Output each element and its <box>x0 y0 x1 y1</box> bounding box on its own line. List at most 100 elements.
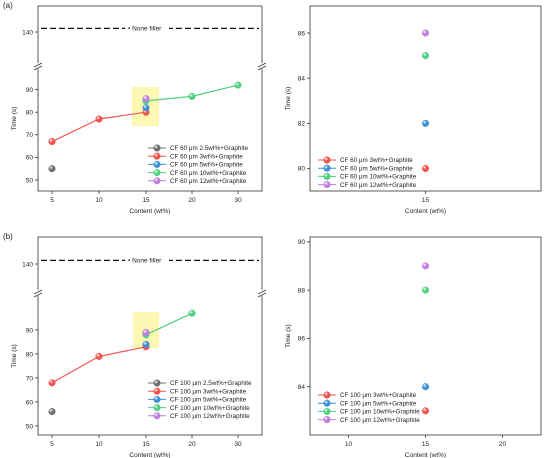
panel-b-zoom-panel: 10 15 20 84 86 88 90 Content (wt%) Time (s) CF 10… <box>285 236 542 458</box>
panel-b-legend-marker-cf-100-m-2-5wt-graphite <box>153 379 161 387</box>
panel-b-axis-break-mark <box>33 289 43 295</box>
panel-b-xtick-label: 20 <box>188 441 196 448</box>
panel-a-legend-label-cf-60-m-5wt-graphite: CF 60 μm 5wt%+Graphite <box>170 162 243 169</box>
panel-b-ytick-label: 50 <box>26 423 34 430</box>
panel-b-legend-label-cf-100-m-3wt-graphite: CF 100 μm 3wt%+Graphite <box>170 388 247 395</box>
panel-a-xtick-label: 20 <box>188 197 196 204</box>
panel-b-zoom-ytick-label: 90 <box>298 239 306 246</box>
panel-b-ytick-label: 140 <box>22 261 33 268</box>
panel-a-xtick-label: 10 <box>95 197 103 204</box>
panel-a-zoom-point-cf-60-m-10wt-graphite <box>421 52 430 60</box>
panel-a-zoom-ytick-label: 82 <box>298 121 306 128</box>
panel-b-zoom-legend-marker-cf-100-m-10wt-graphite <box>323 407 331 415</box>
panel-a-axis-break-mark <box>257 62 267 68</box>
panel-a-legend-label-cf-60-m-3wt-graphite: CF 60 μm 3wt%+Graphite <box>170 153 243 160</box>
panel-a-ytick-label: 140 <box>22 29 33 36</box>
panel-b-zoom-xtick-label: 20 <box>499 441 507 448</box>
panel-b-ytick-label: 90 <box>26 327 34 334</box>
panel-a-zoom-legend-label-cf-60-m-5wt-graphite: CF 60 μm 5wt%+Graphite <box>340 165 413 172</box>
panel-a-legend-marker-cf-60-m-12wt-graphite <box>153 177 161 185</box>
panel-b-zoom-plot-frame <box>309 236 542 436</box>
panel-b-reference-label: • None filler <box>128 258 162 265</box>
panel-b-ytick-label: 80 <box>26 351 34 358</box>
panel-a-point-cf-60-m-10wt-graphite <box>188 92 196 100</box>
panel-b-zoom-legend-label-cf-100-m-5wt-graphite: CF 100 μm 5wt%+Graphite <box>340 400 417 407</box>
panel-b-axis-break-gap <box>258 290 266 296</box>
panel-a-legend-marker-cf-60-m-5wt-graphite <box>153 160 161 168</box>
panel-a-zoom-legend-label-cf-60-m-3wt-graphite: CF 60 μm 3wt%+Graphite <box>340 157 413 164</box>
panel-b-point-cf-100-m-3wt-graphite <box>95 352 103 360</box>
panel-b-ytick-label: 70 <box>26 375 34 382</box>
panel-a-legend-marker-cf-60-m-3wt-graphite <box>153 152 161 160</box>
panel-a-ytick-label: 90 <box>26 87 34 94</box>
panel-a-ytick-label: 50 <box>26 177 34 184</box>
panel-b-legend-label-cf-100-m-5wt-graphite: CF 100 μm 5wt%+Graphite <box>170 397 247 404</box>
panel-a-xtick-label: 30 <box>234 197 242 204</box>
panel-b-xtick-label: 30 <box>234 441 242 448</box>
panel-b-zoom-legend-marker-cf-100-m-5wt-graphite <box>323 399 331 407</box>
panel-b-ytick-label: 60 <box>26 399 34 406</box>
panel-a-legend-marker-cf-60-m-2-5wt-graphite <box>153 144 161 152</box>
panel-b-legend-marker-cf-100-m-5wt-graphite <box>153 395 161 403</box>
panel-b-point-cf-100-m-10wt-graphite <box>188 309 196 317</box>
panel-b-legend-label-cf-100-m-2-5wt-graphite: CF 100 μm 2.5wt%+Graphite <box>170 380 252 387</box>
panel-a-zoom-point-cf-60-m-5wt-graphite <box>421 119 430 127</box>
panel-b-zoom-legend-label-cf-100-m-3wt-graphite: CF 100 μm 3wt%+Graphite <box>340 392 417 399</box>
panel-a-zoom-ytick-label: 80 <box>298 166 306 173</box>
panel-a-axis-break-mark <box>33 65 43 71</box>
panel-a-reference-label-bg <box>125 23 169 33</box>
panel-a-zoom-legend-label-cf-60-m-12wt-graphite: CF 60 μm 12wt%+Graphite <box>340 182 417 189</box>
panel-a-point-cf-60-m-12wt-graphite <box>142 95 150 103</box>
panel-a-panel-label: (a) <box>3 1 13 10</box>
panel-b-axis-break-gap <box>34 290 42 296</box>
panel-b-point-cf-100-m-2-5wt-graphite <box>48 408 56 416</box>
panel-a-reference-label: • None filler <box>128 26 162 33</box>
panel-b-xtick-label: 10 <box>95 441 103 448</box>
panel-a-zoom-legend-marker-cf-60-m-3wt-graphite <box>323 156 331 164</box>
panel-a-zoom-panel: 15 80 82 84 86 Content (wt%) Time (s) CF 60 μm … <box>285 5 542 215</box>
panel-a-zoom-x-axis-label: Content (wt%) <box>405 208 446 215</box>
panel-a-zoom-legend-label-cf-60-m-10wt-graphite: CF 60 μm 10wt%+Graphite <box>340 174 417 181</box>
panel-a-zoom-plot-frame <box>309 5 542 192</box>
panel-b-point-cf-100-m-3wt-graphite <box>48 379 56 387</box>
panel-b-point-cf-100-m-5wt-graphite <box>142 340 150 348</box>
panel-b-zoom-y-axis-label: Time (s) <box>285 324 292 348</box>
panel-a-zoom-xtick-label: 15 <box>422 197 430 204</box>
panel-b-point-cf-100-m-12wt-graphite <box>142 328 150 336</box>
panel-b-legend-label-cf-100-m-10wt-graphite: CF 100 μm 10wt%+Graphite <box>170 405 250 412</box>
panel-a-legend-label-cf-60-m-10wt-graphite: CF 60 μm 10wt%+Graphite <box>170 170 247 177</box>
panel-b-zoom-xtick-label: 15 <box>422 441 430 448</box>
panel-b-zoom-ytick-label: 86 <box>298 336 306 343</box>
panel-a-zoom-legend-marker-cf-60-m-12wt-graphite <box>323 181 331 189</box>
panel-a-ytick-label: 60 <box>26 155 34 162</box>
panel-a-axis-break-gap <box>34 63 42 69</box>
panel-b-panel-label: (b) <box>3 232 13 241</box>
panel-b-zoom-legend-label-cf-100-m-12wt-graphite: CF 100 μm 12wt%+Graphite <box>340 417 420 424</box>
panel-b-axis-break-mark <box>257 292 267 298</box>
panel-b-axis-break-mark <box>257 289 267 295</box>
panel-a-zoom-ytick-label: 86 <box>298 30 306 37</box>
panel-a-zoom-ytick-label: 84 <box>298 75 306 82</box>
panel-a-ytick-label: 80 <box>26 110 34 117</box>
panel-a-point-cf-60-m-5wt-graphite <box>142 104 150 112</box>
panel-a-legend-label-cf-60-m-2-5wt-graphite: CF 60 μm 2.5wt%+Graphite <box>170 145 248 152</box>
panel-b-zoom-legend-label-cf-100-m-10wt-graphite: CF 100 μm 10wt%+Graphite <box>340 409 420 416</box>
panel-b-zoom-xtick-label: 10 <box>345 441 353 448</box>
panel-b-series-line-cf-100-m-10wt-graphite <box>145 312 193 336</box>
panel-b-legend-marker-cf-100-m-10wt-graphite <box>153 404 161 412</box>
panel-a-y-axis-label: Time (s) <box>11 107 18 131</box>
panel-a-x-axis-label: Content (wt%) <box>129 208 170 215</box>
panel-b-zoom-x-axis-label: Content (wt%) <box>405 452 446 458</box>
panel-a-legend-marker-cf-60-m-10wt-graphite <box>153 169 161 177</box>
panel-b-legend-marker-cf-100-m-12wt-graphite <box>153 412 161 420</box>
panel-a-panel: 5 10 15 20 30 50 60 70 80 90 140 • None filler Conte… <box>3 1 267 215</box>
panel-a-legend-label-cf-60-m-12wt-graphite: CF 60 μm 12wt%+Graphite <box>170 178 247 185</box>
panel-b-x-axis-label: Content (wt%) <box>129 452 170 458</box>
panel-a-xtick-label: 15 <box>142 197 150 204</box>
panel-b-xtick-label: 15 <box>142 441 150 448</box>
panel-a-axis-break-mark <box>257 65 267 71</box>
panel-a-zoom-legend-marker-cf-60-m-10wt-graphite <box>323 172 331 180</box>
panel-a-xtick-label: 5 <box>50 197 54 204</box>
panel-a-zoom-point-cf-60-m-12wt-graphite <box>421 29 430 37</box>
